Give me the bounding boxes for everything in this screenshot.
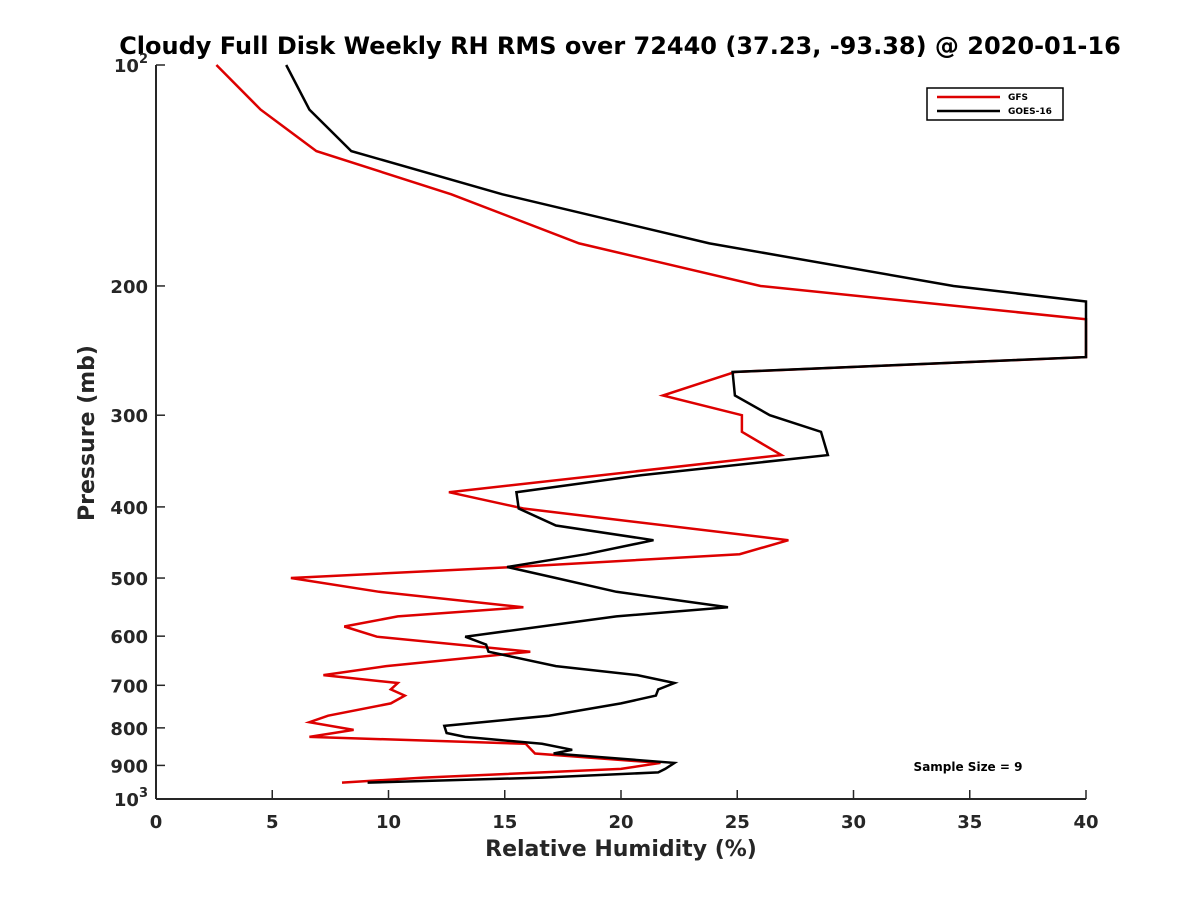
x-tick-label: 30 bbox=[841, 812, 866, 833]
x-axis-label: Relative Humidity (%) bbox=[485, 837, 757, 862]
x-tick-label: 15 bbox=[492, 812, 517, 833]
y-tick-label: 900 bbox=[110, 756, 148, 777]
y-tick-label: 200 bbox=[110, 277, 148, 298]
y-tick-label: 400 bbox=[110, 498, 148, 519]
chart-title: Cloudy Full Disk Weekly RH RMS over 7244… bbox=[119, 32, 1121, 60]
x-tick-label: 20 bbox=[608, 812, 633, 833]
y-tick-label: 103 bbox=[114, 786, 148, 811]
x-tick-label: 40 bbox=[1073, 812, 1098, 833]
x-tick-label: 35 bbox=[957, 812, 982, 833]
y-tick-label: 500 bbox=[110, 569, 148, 590]
legend-label-goes16: GOES-16 bbox=[1008, 107, 1052, 117]
y-axis: 102 200 300 400 500 600 700 800 900 103 bbox=[110, 52, 165, 811]
x-tick-label: 10 bbox=[376, 812, 401, 833]
y-tick-label: 102 bbox=[114, 52, 148, 77]
y-tick-label: 600 bbox=[110, 627, 148, 648]
y-tick-label: 700 bbox=[110, 676, 148, 697]
x-tick-label: 25 bbox=[725, 812, 750, 833]
y-tick-label: 800 bbox=[110, 719, 148, 740]
x-axis: 0 5 10 15 20 25 30 35 40 bbox=[150, 790, 1099, 833]
legend[interactable]: GFS GOES-16 bbox=[926, 87, 1064, 121]
x-tick-label: 5 bbox=[266, 812, 279, 833]
sample-size-annotation: Sample Size = 9 bbox=[914, 760, 1023, 774]
y-tick-label: 300 bbox=[110, 406, 148, 427]
plot-lines bbox=[215, 64, 1088, 784]
x-tick-label: 0 bbox=[150, 812, 163, 833]
series-line-goes16 bbox=[285, 64, 1088, 784]
y-axis-label: Pressure (mb) bbox=[75, 345, 100, 521]
legend-box bbox=[926, 87, 1064, 121]
legend-label-gfs: GFS bbox=[1008, 93, 1028, 103]
